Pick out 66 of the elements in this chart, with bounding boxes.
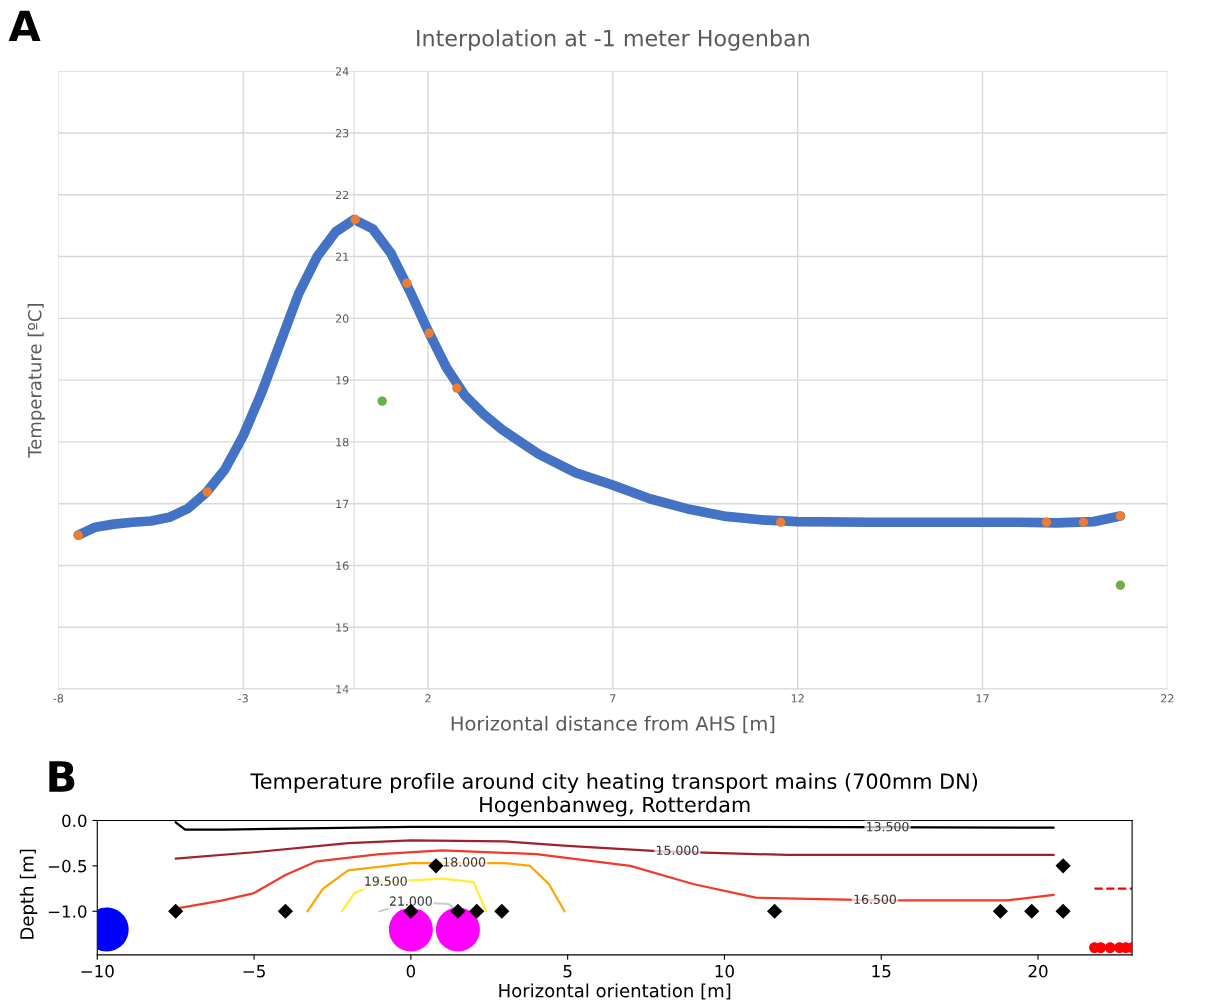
y-tick-label: −0.5 [48,859,87,873]
x-tick-label: 17 [976,694,989,703]
x-axis-title: Horizontal distance from AHS [m] [451,715,775,734]
point [168,903,184,919]
x-tick-label: −10 [81,964,114,978]
x-tick-label: 7 [610,694,616,703]
point [1115,580,1126,590]
text: B [49,761,75,792]
point [277,903,294,919]
x-tick-label: 20 [1028,964,1048,978]
x-tick-label: 5 [563,965,572,978]
y-tick-label: 23 [335,128,349,138]
y-axis-title: Depth [m] [19,849,38,939]
point [1078,517,1089,527]
point [350,214,360,225]
annotation: 15.000 [656,845,699,855]
y-tick-label: 17 [336,499,349,508]
y-tick-label: −1.0 [48,905,87,918]
annotation: 18.000 [443,857,486,867]
y-tick-label: 22 [335,190,349,199]
annotation: 19.500 [365,876,407,886]
point [1055,858,1071,874]
y-tick-label: 21 [335,252,349,261]
point [1041,517,1052,527]
y-tick-label: 20 [335,314,349,323]
y-tick-label: 24 [335,67,349,76]
point [428,858,444,874]
point [992,903,1008,919]
x-tick-label: -8 [53,694,64,703]
y-tick-label: 0.0 [62,814,87,828]
point [767,903,783,919]
point [377,396,387,406]
point [494,903,510,919]
x-tick-label: 0 [406,964,416,978]
point [73,530,83,540]
annotation: 16.500 [854,894,896,904]
point [469,903,485,919]
chart-title: Interpolation at -1 meter Hogenban [417,29,809,51]
annotation: 13.500 [867,821,909,832]
x-tick-label: 22 [1161,694,1174,703]
x-axis-title: Horizontal orientation [m] [499,983,731,1000]
point [424,328,434,338]
y-tick-label: 15 [336,623,349,632]
y-axis-title: Temperature [ºC] [27,304,46,458]
x-tick-label: 10 [715,964,734,978]
x-tick-label: −5 [243,965,265,978]
x-tick-label: 12 [791,694,804,703]
point [1024,903,1040,919]
annotation: 21.000 [389,896,432,906]
y-tick-label: 19 [336,376,349,385]
x-tick-label: 2 [425,694,431,703]
point [1104,942,1116,953]
point [450,903,466,919]
text: A [8,10,41,42]
point [776,517,786,527]
point [1055,903,1071,919]
point [402,278,412,288]
y-tick-label: 16 [336,561,349,570]
x-tick-label: 15 [872,965,891,978]
y-tick-label: 18 [336,437,349,447]
point [1115,511,1126,521]
chart-title: Temperature profile around city heating transport mains (700mm DN) Hogenbanweg, Rotterdam [250,772,978,817]
point [202,487,212,497]
y-tick-label: 14 [336,685,349,694]
point [452,383,462,393]
x-tick-label: -3 [238,694,248,703]
